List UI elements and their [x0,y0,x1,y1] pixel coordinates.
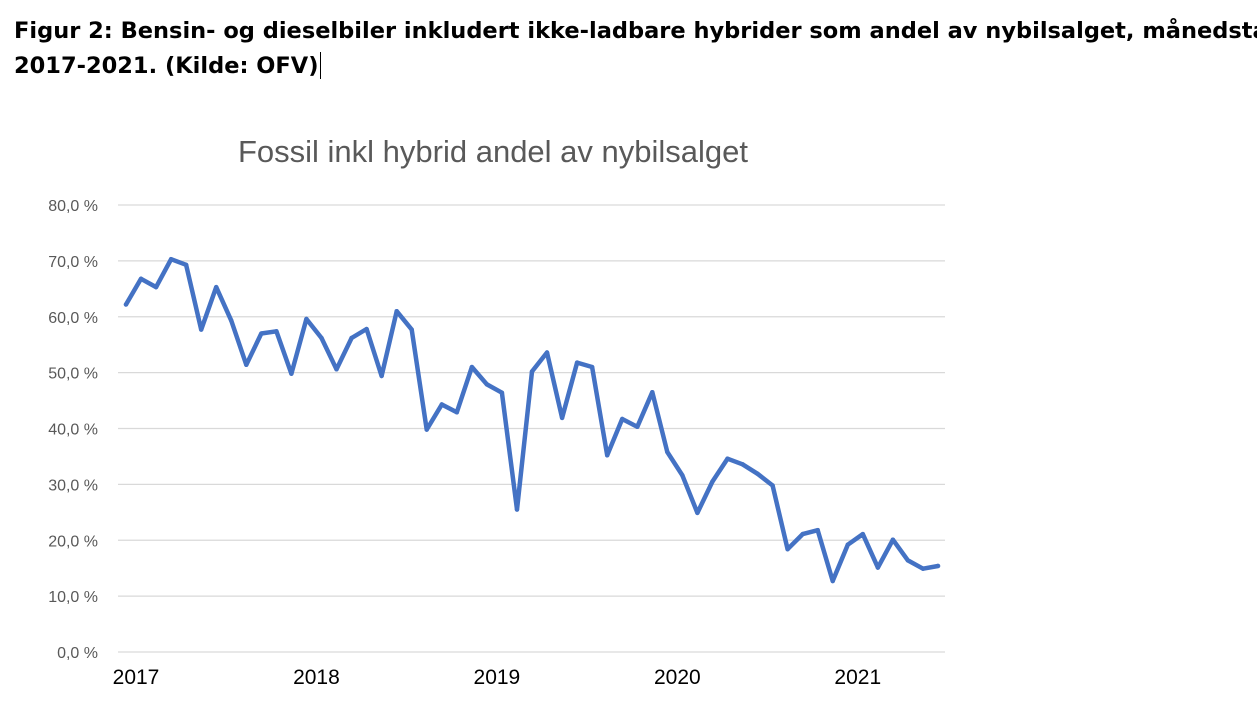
data-point [439,402,444,407]
y-tick-label: 60,0 % [48,310,98,327]
y-tick-label: 40,0 % [48,422,98,439]
data-point [574,360,580,365]
data-point [860,531,866,537]
data-point [229,318,234,323]
data-point [499,390,505,395]
data-point [695,510,700,516]
data-point [259,331,264,336]
data-point [409,327,414,332]
data-point [289,371,294,376]
data-point [394,308,399,314]
y-tick-label: 30,0 % [48,477,98,494]
data-point [815,527,820,533]
figure-caption: Figur 2: Bensin- og dieselbiler inkluder… [14,14,1257,84]
data-point [319,335,324,341]
data-point [183,262,189,267]
data-point [168,256,174,262]
y-tick-label: 50,0 % [48,366,98,383]
data-point [244,362,249,368]
series-line [123,256,941,584]
y-tick-label: 10,0 % [48,589,98,606]
data-point [544,350,550,355]
data-point [138,276,144,281]
series-group [123,256,941,584]
data-point [153,284,159,290]
data-point [680,473,685,478]
data-point [514,507,520,512]
data-point [604,453,610,458]
data-point [349,335,354,341]
x-tick-label: 2018 [293,666,340,689]
data-point [424,427,429,432]
data-point [484,382,490,387]
chart-title: Fossil inkl hybrid andel av nybilsalget [238,134,748,169]
x-tick-label: 2020 [654,666,701,689]
x-tick-label: 2021 [834,666,881,689]
data-point [620,416,625,422]
data-point [650,389,655,395]
data-point [920,566,926,571]
text-cursor [319,52,321,79]
data-point [740,462,745,467]
data-point [665,449,670,455]
data-point [379,373,384,379]
data-point [529,369,535,374]
figure-caption-line-2: 2017-2021. (Kilde: OFV) [14,53,319,79]
x-tick-label: 2017 [113,666,160,689]
data-point [635,424,640,430]
data-point [364,326,369,332]
data-point [469,364,475,370]
data-point [725,456,730,461]
data-point [935,563,941,569]
data-point [334,367,339,372]
x-axis-tick-labels: 2017 2018 2019 2020 2021 [113,666,881,689]
data-point [785,546,790,552]
data-point [589,364,595,370]
data-point [770,483,775,488]
data-point [123,302,129,307]
data-point [559,415,565,421]
data-point [755,471,760,476]
x-tick-label: 2019 [474,666,521,689]
y-tick-label: 80,0 % [48,198,98,215]
y-axis-tick-labels: 0,0 % 10,0 % 20,0 % 30,0 % 40,0 % 50,0 % 60,0 … [48,198,98,662]
y-tick-label: 20,0 % [48,533,98,550]
data-point [214,284,219,290]
data-point [875,565,881,570]
data-point [845,542,850,547]
figure-caption-line-1: Figur 2: Bensin- og dieselbiler inkluder… [14,18,1257,44]
y-tick-label: 70,0 % [48,254,98,271]
y-tick-label: 0,0 % [57,645,98,662]
gridlines [118,204,945,653]
data-point [830,578,835,584]
data-point [800,531,805,537]
data-point [890,537,896,542]
data-point [274,329,279,334]
data-point [304,316,309,322]
data-point [454,410,460,415]
data-point [198,327,204,332]
data-point [905,558,911,563]
data-point [710,479,715,484]
